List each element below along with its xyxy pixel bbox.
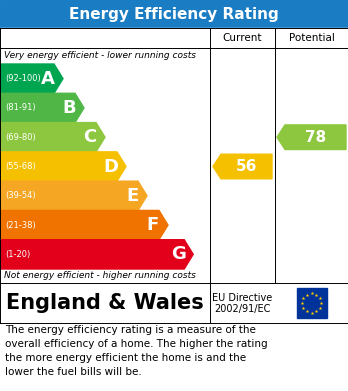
Polygon shape: [0, 181, 147, 210]
Text: EU Directive: EU Directive: [212, 293, 272, 303]
Text: Very energy efficient - lower running costs: Very energy efficient - lower running co…: [4, 52, 196, 61]
Text: England & Wales: England & Wales: [6, 293, 204, 313]
Bar: [0, 283, 348, 323]
Text: (55-68): (55-68): [5, 162, 36, 171]
Text: Current: Current: [223, 33, 262, 43]
Polygon shape: [0, 64, 63, 93]
Text: The energy efficiency rating is a measure of the: The energy efficiency rating is a measur…: [5, 325, 256, 335]
Polygon shape: [0, 122, 105, 152]
Text: C: C: [84, 128, 97, 146]
Text: (1-20): (1-20): [5, 250, 30, 259]
Polygon shape: [0, 93, 84, 122]
Text: A: A: [41, 70, 55, 88]
Text: 78: 78: [305, 130, 326, 145]
Text: (69-80): (69-80): [5, 133, 36, 142]
Bar: [296, 288, 326, 318]
Polygon shape: [0, 152, 126, 181]
Text: B: B: [62, 99, 76, 117]
Text: Energy Efficiency Rating: Energy Efficiency Rating: [69, 7, 279, 22]
Text: overall efficiency of a home. The higher the rating: overall efficiency of a home. The higher…: [5, 339, 268, 349]
Text: the more energy efficient the home is and the: the more energy efficient the home is an…: [5, 353, 246, 363]
Text: (39-54): (39-54): [5, 191, 35, 200]
Text: (81-91): (81-91): [5, 104, 35, 113]
Text: 2002/91/EC: 2002/91/EC: [214, 304, 271, 314]
Text: D: D: [103, 158, 119, 176]
Bar: [0, 0, 348, 28]
Text: lower the fuel bills will be.: lower the fuel bills will be.: [5, 367, 142, 377]
Text: E: E: [126, 187, 138, 205]
Polygon shape: [277, 125, 346, 149]
Bar: [0, 28, 348, 283]
Text: 56: 56: [236, 159, 257, 174]
Polygon shape: [213, 154, 272, 179]
Polygon shape: [0, 210, 168, 240]
Text: (21-38): (21-38): [5, 221, 36, 230]
Polygon shape: [0, 240, 193, 269]
Bar: [0, 28, 348, 48]
Text: F: F: [147, 216, 159, 234]
Text: G: G: [171, 246, 185, 264]
Text: Not energy efficient - higher running costs: Not energy efficient - higher running co…: [4, 271, 196, 280]
Text: (92-100): (92-100): [5, 74, 41, 83]
Text: Potential: Potential: [288, 33, 334, 43]
